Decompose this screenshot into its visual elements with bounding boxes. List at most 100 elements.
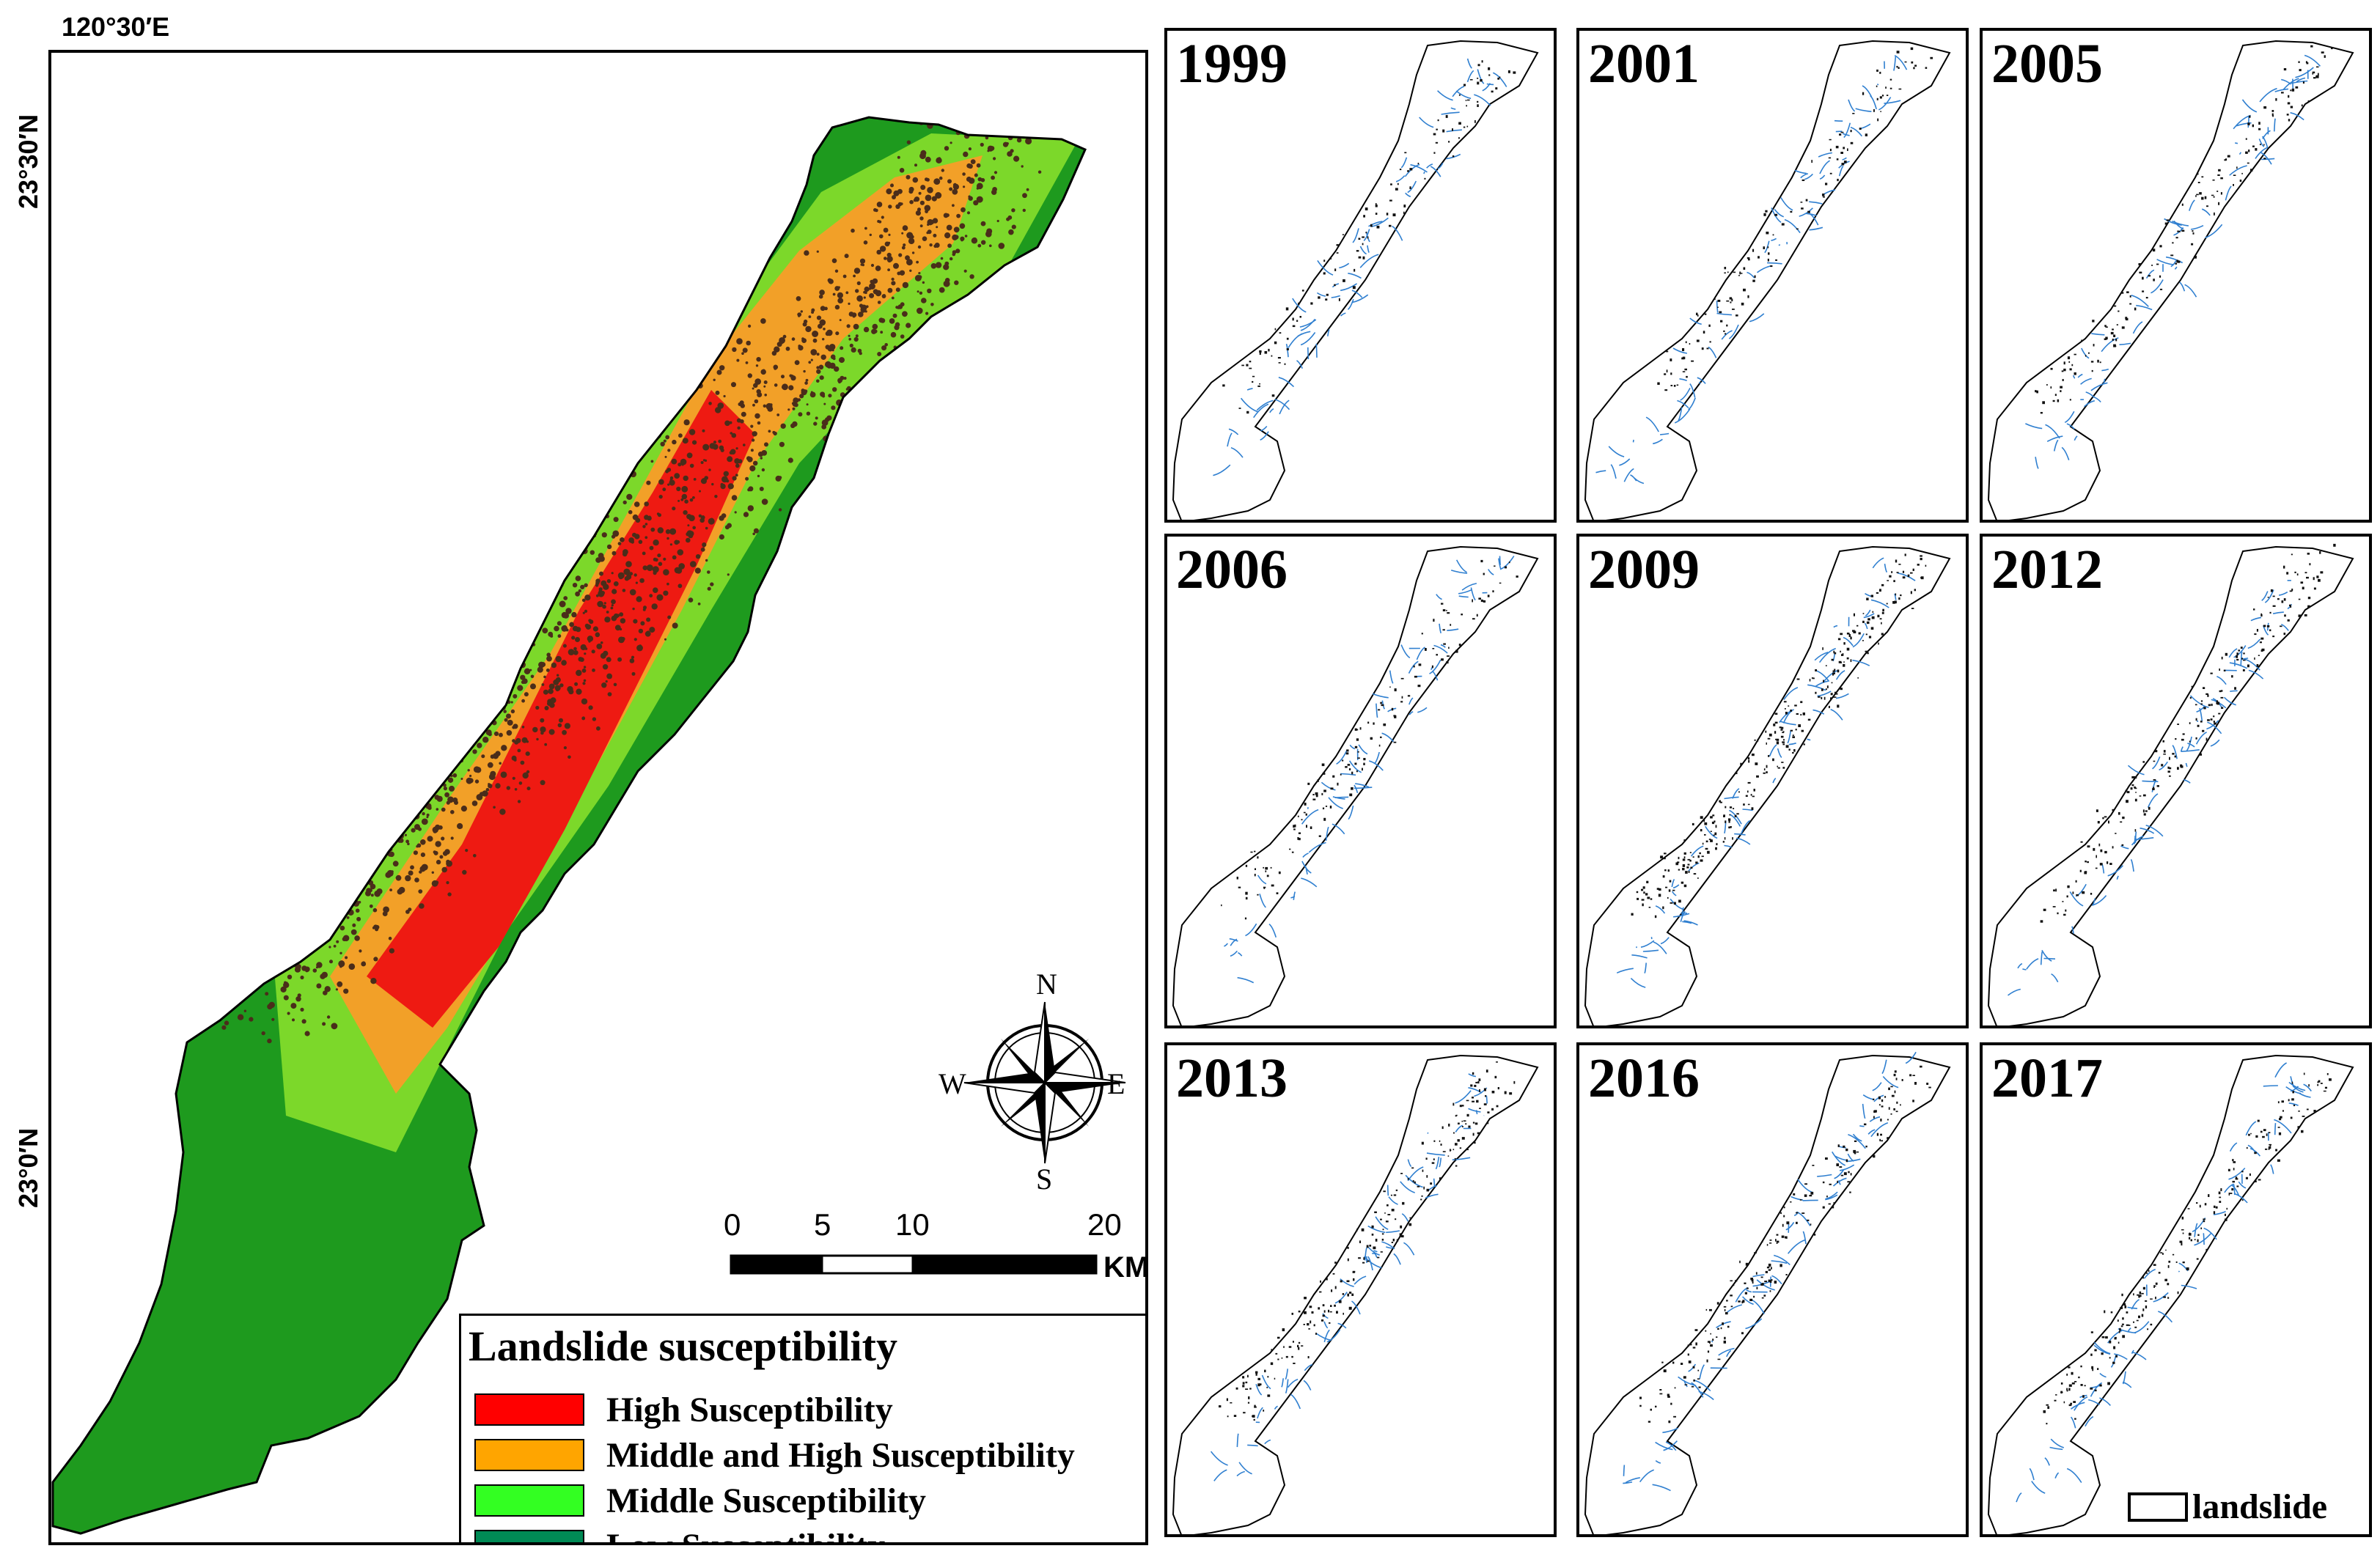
landslide-dot <box>547 701 552 707</box>
landslide-dot <box>908 189 914 194</box>
landslide-mark <box>1862 640 1864 641</box>
landslide-mark <box>2129 295 2131 298</box>
landslide-dot <box>435 841 441 847</box>
stream-line <box>2245 1121 2257 1136</box>
stream-line <box>1894 593 1897 600</box>
landslide-dot <box>597 600 603 608</box>
landslide-dot <box>551 567 554 570</box>
landslide-mark <box>2283 633 2286 636</box>
landslide-mark <box>1291 851 1294 853</box>
landslide-mark <box>1876 97 1878 100</box>
landslide-dot <box>449 785 455 792</box>
landslide-mark <box>1249 361 1252 363</box>
landslide-mark <box>2167 1283 2170 1286</box>
landslide-dot <box>698 514 702 518</box>
landslide-dot <box>808 361 812 364</box>
landslide-dot <box>482 639 486 642</box>
landslide-mark <box>2220 192 2222 195</box>
stream-line <box>1488 569 1494 575</box>
landslide-dot <box>886 252 892 257</box>
stream-line <box>2069 891 2084 907</box>
stream-line <box>1381 700 1385 710</box>
landslide-dot <box>821 424 827 430</box>
landslide-mark <box>1758 256 1760 259</box>
landslide-mark <box>2078 1376 2080 1379</box>
landslide-mark <box>2114 1337 2117 1340</box>
landslide-mark <box>1306 825 1307 828</box>
landslide-dot <box>933 233 937 237</box>
landslide-dot <box>555 655 562 663</box>
landslide-mark <box>2142 1286 2145 1290</box>
landslide-mark <box>2060 386 2063 388</box>
landslide-mark <box>1412 1180 1414 1182</box>
landslide-mark <box>2172 242 2174 244</box>
landslide-mark <box>2291 553 2293 556</box>
stream-line <box>1774 1254 1790 1265</box>
year-panel-2006: 2006 <box>1164 534 1557 1028</box>
landslide-dot <box>298 924 305 930</box>
stream-line <box>1852 659 1870 666</box>
stream-line <box>1830 708 1843 721</box>
landslide-mark <box>1299 316 1301 318</box>
stream-line <box>1257 874 1267 885</box>
stream-line <box>1426 1152 1445 1156</box>
landslide-dot <box>779 441 785 447</box>
landslide-mark <box>2241 658 2243 660</box>
stream-line <box>1238 1462 1252 1475</box>
landslide-dot <box>346 916 350 919</box>
landslide-mark <box>1785 1274 1788 1275</box>
landslide-dot <box>954 280 959 285</box>
landslide-mark <box>2199 1204 2201 1208</box>
landslide-mark <box>2093 847 2096 851</box>
landslide-dot <box>851 228 855 233</box>
stream-line <box>1290 1393 1301 1410</box>
stream-line <box>1843 636 1854 647</box>
landslide-mark <box>2156 785 2159 787</box>
stream-line <box>1752 1274 1765 1278</box>
landslide-mark <box>2138 1315 2140 1319</box>
stream-line <box>1802 1231 1807 1245</box>
landslide-dot <box>989 146 995 151</box>
landslide-mark <box>1254 850 1256 853</box>
landslide-mark <box>1670 902 1673 904</box>
stream-line <box>1817 1174 1832 1177</box>
legend-swatch-middle-high <box>474 1439 584 1471</box>
landslide-dot <box>273 882 279 888</box>
landslide-dot <box>283 982 290 989</box>
landslide-mark <box>1881 611 1884 614</box>
landslide-dot <box>381 795 386 801</box>
panel-year-label: 2001 <box>1588 33 1700 95</box>
landslide-mark <box>1381 1238 1384 1241</box>
landslide-dot <box>450 836 454 840</box>
stream-line <box>2229 662 2248 669</box>
landslide-dot <box>654 558 658 562</box>
landslide-mark <box>1896 1101 1898 1104</box>
landslide-mark <box>1813 1234 1816 1236</box>
landslide-mark <box>2153 1285 2156 1287</box>
stream-line <box>1662 1427 1678 1434</box>
landslide-mark <box>1670 1402 1672 1405</box>
stream-line <box>1260 425 1268 432</box>
stream-line <box>1652 1484 1671 1492</box>
landslide-mark <box>2120 821 2123 823</box>
landslide-mark <box>2104 1310 2106 1314</box>
landslide-mark <box>1821 688 1823 691</box>
landslide-dot <box>287 974 293 980</box>
landslide-mark <box>1874 1110 1876 1112</box>
stream-line <box>1269 408 1274 413</box>
landslide-dot <box>1000 130 1004 133</box>
landslide-dot <box>351 863 354 866</box>
landslide-mark <box>1750 794 1752 796</box>
landslide-dot <box>389 948 394 954</box>
stream-line <box>1274 1405 1278 1410</box>
stream-line <box>1835 670 1845 680</box>
landslide-dot <box>985 136 989 140</box>
landslide-mark <box>1773 723 1776 726</box>
landslide-dot <box>820 354 826 360</box>
landslide-dot <box>358 853 362 858</box>
landslide-mark <box>1793 1193 1796 1196</box>
landslide-dot <box>811 311 815 314</box>
landslide-dot <box>265 992 269 996</box>
stream-line <box>1474 94 1491 106</box>
landslide-mark <box>2189 696 2192 699</box>
